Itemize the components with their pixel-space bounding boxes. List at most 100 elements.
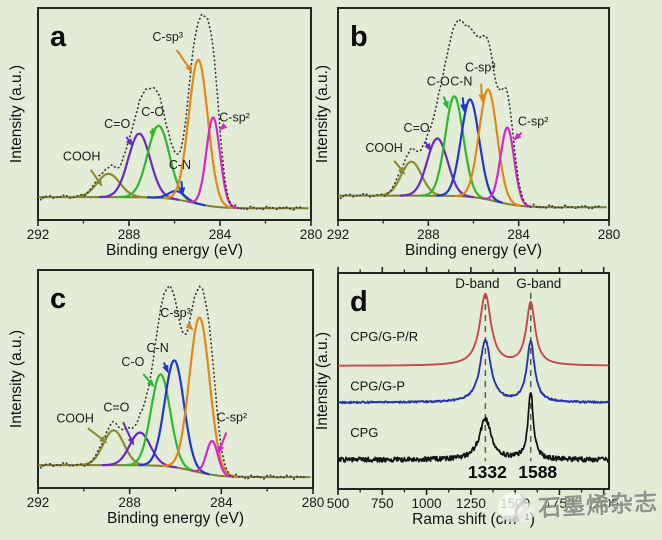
x-tick-label: 2000 bbox=[589, 496, 619, 511]
peak-label-c-dbl-o: C=O bbox=[103, 401, 129, 415]
peak-curve-c-sp3 bbox=[162, 316, 237, 478]
panel-b: 292 288 284 280 Binding energy (eV) Intensity… bbox=[314, 7, 621, 259]
peak-arrow-c-o-head bbox=[146, 379, 155, 388]
peak-label-c-dbl-o: C=O bbox=[104, 117, 130, 131]
peak-curve-c-o bbox=[420, 95, 487, 201]
peak-curve-c-n bbox=[138, 359, 210, 476]
peak-arrow-c-sp3-head bbox=[478, 94, 485, 103]
peak-curve-c-n bbox=[436, 98, 503, 204]
x-tick-label: 292 bbox=[27, 495, 50, 510]
peak-label-c-sp3: C-sp³ bbox=[160, 306, 191, 320]
series-curve-cpg-g-p-r bbox=[337, 292, 609, 367]
peak-arrow-c-sp2-head bbox=[219, 122, 228, 131]
series-label-cpg-g-p: CPG/G-P bbox=[350, 379, 405, 394]
series-curve-cpg bbox=[337, 392, 610, 463]
peak-arrow-c-sp2-head bbox=[218, 445, 225, 454]
x-tick-label: 280 bbox=[300, 227, 323, 242]
peak-arrow-cooh bbox=[87, 427, 105, 441]
x-tick-label: 288 bbox=[118, 495, 141, 510]
peak-arrow-cooh-head bbox=[99, 435, 108, 444]
peak-curve-c-dbl-o bbox=[399, 137, 475, 199]
panel-letter: a bbox=[50, 21, 67, 53]
x-axis-title: Rama shift (cm⁻¹) bbox=[412, 511, 535, 528]
y-axis-title: Intensity (a.u.) bbox=[8, 330, 25, 428]
peak-label-cooh: COOH bbox=[365, 141, 403, 155]
peak-label-c-o: C-O bbox=[427, 74, 450, 88]
y-axis-title: Intensity (a.u.) bbox=[8, 65, 25, 163]
peak-arrow-c-dbl-o bbox=[122, 421, 133, 442]
peak-label-cooh: COOH bbox=[56, 412, 94, 426]
series-curve-cpg-g-p bbox=[337, 338, 610, 405]
peak-label-c-n: C-N bbox=[450, 74, 472, 88]
peak-arrow-c-n-head bbox=[178, 187, 186, 196]
series-label-cpg: CPG bbox=[350, 425, 378, 440]
panel-letter: c bbox=[50, 283, 66, 315]
peak-arrow-c-dbl-o-head bbox=[127, 436, 134, 446]
x-tick-label: 1500 bbox=[500, 496, 530, 511]
envelope-curve bbox=[39, 284, 307, 481]
y-axis-title: Intensity (a.u.) bbox=[314, 65, 331, 163]
peak-curve-c-sp2 bbox=[190, 439, 233, 478]
peak-label-c-sp2: C-sp² bbox=[217, 411, 248, 425]
x-tick-label: 1750 bbox=[544, 496, 574, 511]
peak-arrow-cooh-head bbox=[95, 178, 103, 187]
peak-arrow-c-dbl-o-head bbox=[424, 143, 432, 152]
x-tick-label: 500 bbox=[327, 496, 350, 511]
panel-d: 500 750 1000 1250 1500 1750 2000 Rama shift (cm… bbox=[314, 267, 619, 528]
x-tick-label: 288 bbox=[417, 227, 440, 242]
peak-curve-c-sp3 bbox=[162, 58, 234, 209]
peak-arrow-cooh-head bbox=[397, 166, 406, 175]
panel-a: 292 288 284 280 Binding energy (eV) Intensity… bbox=[8, 7, 323, 259]
band-value-g-band: 1588 bbox=[518, 462, 557, 482]
peak-curve-cooh bbox=[66, 172, 150, 199]
x-tick-label: 288 bbox=[118, 227, 141, 242]
peak-curve-c-sp3 bbox=[454, 88, 521, 207]
peak-label-c-sp3: C-sp³ bbox=[465, 61, 496, 75]
plot-frame bbox=[337, 272, 610, 490]
x-tick-label: 750 bbox=[371, 496, 394, 511]
band-name-g-band: G-band bbox=[516, 276, 561, 291]
panel-letter: b bbox=[350, 21, 368, 53]
envelope-curve bbox=[339, 18, 603, 211]
peak-label-c-n: C-N bbox=[147, 341, 169, 355]
x-tick-label: 292 bbox=[27, 227, 50, 242]
x-tick-label: 1000 bbox=[412, 496, 442, 511]
x-axis-title: Binding energy (eV) bbox=[106, 242, 243, 259]
peak-curve-c-sp2 bbox=[481, 126, 532, 208]
y-axis-title: Intensity (a.u.) bbox=[314, 332, 331, 430]
peak-label-c-sp2: C-sp² bbox=[518, 115, 549, 129]
peak-label-c-dbl-o: C=O bbox=[404, 121, 430, 135]
series-label-cpg-g-p-r: CPG/G-P/R bbox=[350, 329, 418, 344]
peak-curve-c-dbl-o bbox=[101, 431, 178, 469]
x-tick-label: 284 bbox=[209, 227, 232, 242]
peak-arrow-c-n-head bbox=[162, 364, 169, 374]
peak-label-c-o: C-O bbox=[141, 105, 164, 119]
peak-arrow-c-o-head bbox=[149, 130, 156, 139]
x-tick-label: 280 bbox=[598, 227, 621, 242]
x-tick-label: 292 bbox=[327, 227, 350, 242]
x-tick-label: 284 bbox=[507, 227, 530, 242]
band-value-d-band: 1332 bbox=[468, 462, 507, 482]
peak-label-cooh: COOH bbox=[63, 150, 101, 164]
peak-arrow-c-sp3-head bbox=[185, 322, 194, 331]
peak-label-c-o: C-O bbox=[121, 355, 144, 369]
peak-arrow-c-dbl-o-head bbox=[125, 138, 134, 147]
peak-label-c-sp3: C-sp³ bbox=[152, 30, 183, 44]
panel-letter: d bbox=[350, 286, 368, 318]
peak-arrow-c-n-head bbox=[460, 104, 467, 113]
peak-label-c-n: C-N bbox=[169, 158, 191, 172]
peak-arrow-c-sp3 bbox=[175, 49, 191, 70]
x-tick-label: 1250 bbox=[456, 496, 486, 511]
x-tick-label: 284 bbox=[210, 495, 233, 510]
peak-arrow-c-sp2-head bbox=[513, 132, 522, 141]
panel-c: 292 288 284 280 Binding energy (eV) Intensity… bbox=[8, 269, 324, 527]
x-axis-title: Binding energy (eV) bbox=[405, 242, 542, 259]
peak-curve-c-sp2 bbox=[187, 116, 238, 209]
band-name-d-band: D-band bbox=[455, 276, 499, 291]
peak-arrow-c-o-head bbox=[442, 100, 449, 110]
peak-arrow-c-sp3-head bbox=[185, 64, 193, 73]
x-axis-title: Binding energy (eV) bbox=[107, 510, 244, 527]
peak-label-c-sp2: C-sp² bbox=[219, 110, 250, 124]
